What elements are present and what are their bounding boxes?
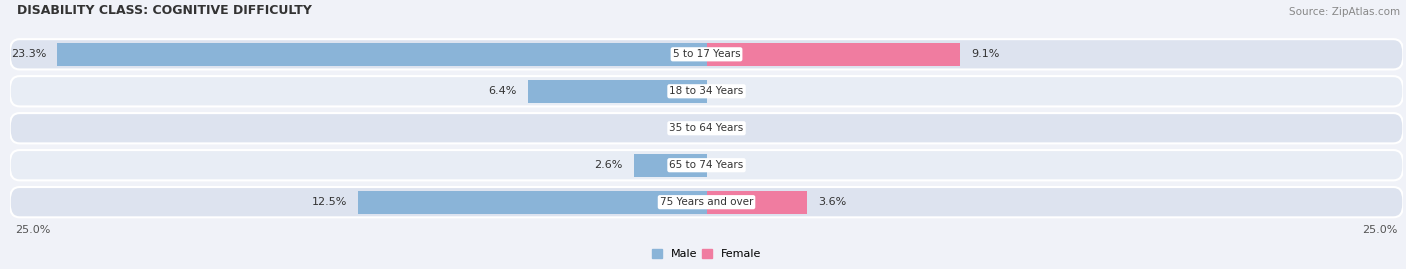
Text: 25.0%: 25.0% [15,225,51,235]
Text: Source: ZipAtlas.com: Source: ZipAtlas.com [1289,6,1400,17]
FancyBboxPatch shape [10,76,1403,107]
Text: 65 to 74 Years: 65 to 74 Years [669,160,744,170]
Text: 2.6%: 2.6% [595,160,623,170]
Text: 9.1%: 9.1% [972,49,1000,59]
Bar [707,43,960,66]
Text: 35 to 64 Years: 35 to 64 Years [669,123,744,133]
Text: DISABILITY CLASS: COGNITIVE DIFFICULTY: DISABILITY CLASS: COGNITIVE DIFFICULTY [17,3,312,17]
Legend: Male, Female: Male, Female [648,245,765,264]
Bar [634,154,707,177]
Text: 23.3%: 23.3% [11,49,46,59]
FancyBboxPatch shape [10,187,1403,217]
FancyBboxPatch shape [10,39,1403,69]
Text: 75 Years and over: 75 Years and over [659,197,754,207]
Text: 0.0%: 0.0% [717,86,747,96]
Text: 0.0%: 0.0% [717,160,747,170]
Bar [359,191,707,214]
FancyBboxPatch shape [10,113,1403,143]
Text: 18 to 34 Years: 18 to 34 Years [669,86,744,96]
FancyBboxPatch shape [10,150,1403,180]
Text: 3.6%: 3.6% [818,197,846,207]
Text: 6.4%: 6.4% [489,86,517,96]
Bar [529,80,707,103]
Text: 0.0%: 0.0% [717,123,747,133]
Bar [707,191,807,214]
Text: 0.0%: 0.0% [666,123,696,133]
Text: 25.0%: 25.0% [1362,225,1398,235]
Text: 5 to 17 Years: 5 to 17 Years [672,49,741,59]
Bar [58,43,707,66]
Text: 12.5%: 12.5% [312,197,347,207]
